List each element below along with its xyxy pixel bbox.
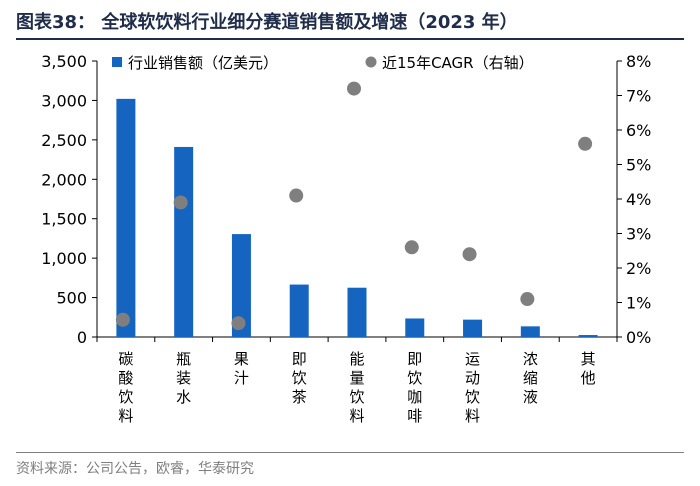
bar [520, 326, 540, 337]
legend-dot-label: 近15年CAGR（右轴） [382, 54, 534, 72]
category-label: 即饮咖啡 [407, 350, 422, 425]
cagr-dot [289, 188, 304, 203]
legend-bar-swatch [112, 57, 122, 67]
legend: 行业销售额（亿美元） 近15年CAGR（右轴） [112, 54, 534, 72]
category-label: 即饮茶 [292, 350, 307, 406]
figure-title: 图表38： 全球软饮料行业细分赛道销售额及增速（2023 年） [16, 12, 518, 33]
y-right-tick-label: 2% [626, 259, 651, 278]
y-left-tick-label: 1,500 [41, 210, 87, 229]
category-labels: 碳酸饮料 瓶装水 果汁 即饮茶 能量饮料 即饮咖啡 运动饮料 浓缩液 其他 [118, 350, 595, 425]
legend-bar-label: 行业销售额（亿美元） [128, 54, 278, 72]
cagr-dot [347, 81, 361, 96]
category-label: 果汁 [234, 350, 249, 387]
category-label: 其他 [581, 350, 596, 387]
cagr-dot [173, 195, 188, 210]
tick-labels: 0 500 1,000 1,500 2,000 2,500 3,000 3,500 0% 1% 2%… [41, 52, 651, 347]
bar [463, 319, 483, 337]
y-left-tick-label: 2,500 [41, 131, 87, 150]
y-left-tick-label: 2,000 [41, 170, 87, 189]
bar [578, 335, 598, 337]
bar [405, 318, 425, 337]
y-right-tick-label: 8% [626, 52, 651, 71]
cagr-dot [520, 292, 535, 307]
title-rule [16, 38, 684, 40]
y-right-tick-label: 6% [626, 121, 651, 140]
y-right-tick-label: 1% [626, 294, 651, 313]
dot-series [115, 81, 593, 331]
y-left-tick-label: 3,000 [41, 91, 87, 110]
category-label: 瓶装水 [176, 350, 191, 406]
y-right-tick-label: 7% [626, 87, 651, 106]
bar [231, 234, 251, 337]
cagr-dot [578, 136, 593, 151]
y-left-tick-label: 1,000 [41, 249, 87, 268]
category-label: 能量饮料 [349, 350, 364, 425]
legend-dot-swatch [365, 56, 377, 68]
y-right-tick-label: 3% [626, 225, 651, 244]
y-right-tick-label: 5% [626, 156, 651, 175]
cagr-dot [115, 312, 130, 327]
source-rule [16, 452, 684, 453]
y-left-tick-label: 0 [77, 328, 87, 347]
category-label: 运动饮料 [465, 350, 480, 425]
y-left-tick-label: 500 [56, 289, 87, 308]
cagr-dot [404, 240, 419, 255]
cagr-dot [462, 247, 477, 262]
y-right-tick-label: 4% [626, 190, 651, 209]
category-label: 浓缩液 [523, 350, 538, 406]
y-right-tick-label: 0% [626, 328, 651, 347]
category-label: 碳酸饮料 [118, 350, 133, 425]
bar [174, 146, 194, 337]
bar [116, 98, 136, 337]
y-left-tick-label: 3,500 [41, 52, 87, 71]
bar-series [116, 98, 598, 337]
bar [289, 284, 309, 337]
source-note: 资料来源：公司公告，欧睿，华泰研究 [16, 461, 254, 477]
cagr-dot [231, 316, 246, 331]
bar [347, 287, 367, 337]
